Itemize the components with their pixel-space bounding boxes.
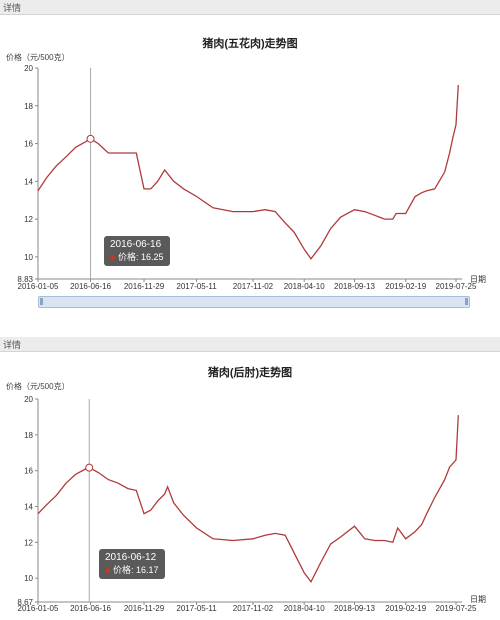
y-tick-label: 10: [24, 253, 33, 262]
x-tick-label: 2019-02-19: [385, 604, 426, 613]
chart-title: 猪肉(后肘)走势图: [207, 367, 293, 379]
x-tick-label: 2016-06-16: [70, 604, 111, 613]
panel-header-1: 详情: [0, 0, 500, 15]
y-tick-label: 14: [24, 503, 33, 512]
x-tick-label: 2017-05-11: [176, 282, 217, 291]
x-tick-label: 2017-11-02: [233, 604, 274, 613]
chart-panel-1: 详情 猪肉(五花肉)走势图 价格（元/500克） 20 18 16 14 12 10 8.8…: [0, 0, 500, 308]
x-tick-label: 2016-01-05: [18, 282, 59, 291]
y-tick-label: 8.83: [17, 275, 33, 284]
x-tick-label: 2016-11-29: [124, 282, 165, 291]
tooltip-date: 2016-06-16: [110, 239, 162, 250]
y-tick-label: 16: [24, 467, 33, 476]
x-tick-label: 2018-09-13: [334, 282, 375, 291]
y-tick-label: 20: [24, 64, 33, 73]
data-tooltip: 2016-06-12 价格: 16.17: [99, 549, 165, 579]
zoom-handle-right[interactable]: [465, 298, 468, 305]
chart-title: 猪肉(五花肉)走势图: [202, 38, 298, 50]
x-axis-name: 日期: [470, 595, 486, 604]
y-tick-label: 14: [24, 177, 33, 186]
zoom-handle-left[interactable]: [40, 298, 43, 305]
x-tick-label: 2019-07-25: [436, 282, 477, 291]
x-tick-label: 2017-05-11: [176, 604, 217, 613]
y-tick-label: 18: [24, 102, 33, 111]
x-tick-label: 2016-06-16: [70, 282, 111, 291]
y-axis-unit: 价格（元/500克）: [6, 53, 70, 62]
tooltip-value: 价格: 16.25: [118, 252, 164, 262]
y-axis-unit: 价格（元/500克）: [6, 382, 70, 391]
x-tick-label: 2017-11-02: [233, 282, 274, 291]
x-tick-label: 2018-04-10: [284, 282, 325, 291]
panel-tab-label[interactable]: 详情: [3, 3, 22, 13]
y-tick-label: 10: [24, 574, 33, 583]
x-tick-label: 2019-02-19: [385, 282, 426, 291]
series-marker-icon: [105, 568, 110, 574]
y-tick-label: 12: [24, 538, 33, 547]
zoom-scrollbar[interactable]: [38, 296, 470, 308]
y-tick-label: 8.67: [17, 598, 33, 607]
y-tick-label: 20: [24, 395, 33, 404]
x-tick-label: 2016-11-29: [124, 604, 165, 613]
y-tick-label: 12: [24, 215, 33, 224]
tooltip-date: 2016-06-12: [105, 552, 157, 563]
x-tick-label: 2016-01-05: [18, 604, 59, 613]
panel-tab-label[interactable]: 详情: [3, 340, 22, 350]
x-tick-label: 2019-07-25: [436, 604, 477, 613]
price-series-line: [37, 84, 459, 260]
panel-header-2: 详情: [0, 337, 500, 352]
x-tick-label: 2018-04-10: [284, 604, 325, 613]
y-tick-label: 18: [24, 431, 33, 440]
x-tick-label: 2018-09-13: [334, 604, 375, 613]
hover-point[interactable]: [86, 134, 95, 143]
chart-panel-2: 详情 猪肉(后肘)走势图 价格（元/500克） 20 18 16 14 12 10 8.67…: [0, 337, 500, 620]
price-series-line: [37, 415, 459, 584]
tooltip-value: 价格: 16.17: [113, 565, 159, 575]
series-marker-icon: [110, 255, 115, 261]
x-axis-name: 日期: [470, 275, 486, 284]
hover-point[interactable]: [85, 463, 94, 472]
data-tooltip: 2016-06-16 价格: 16.25: [104, 236, 170, 266]
y-tick-label: 16: [24, 140, 33, 149]
